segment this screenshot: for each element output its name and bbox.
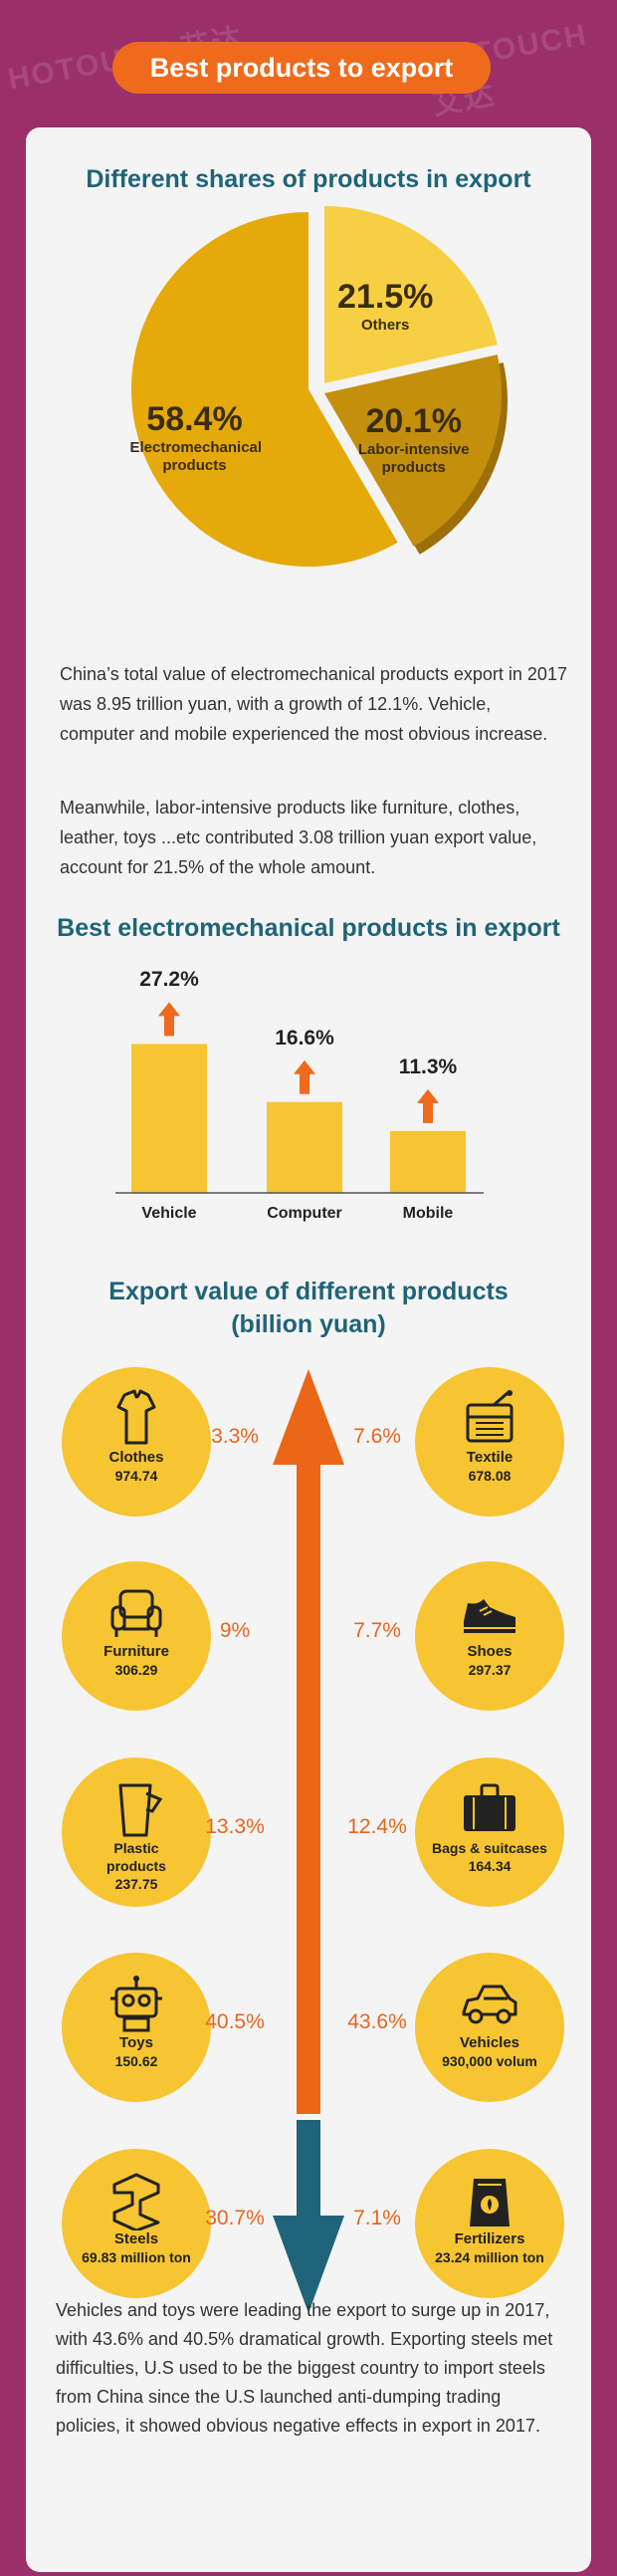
product-circle-fertilizers: Fertilizers 23.24 million ton [415, 2149, 564, 2298]
pie-label-labor-intensive: 20.1% Labor-intensive products [354, 402, 474, 477]
growth-rate-steels: 30.7% [205, 2207, 265, 2229]
product-name: Furniture [103, 1643, 169, 1660]
product-circle-clothes: Clothes 974.74 [62, 1367, 211, 1517]
bar-value-label-mobile: 11.3% [398, 1054, 458, 1078]
product-value: 237.75 [114, 1876, 158, 1892]
bar-category-label-vehicle: Vehicle [141, 1205, 197, 1222]
growth-rate-fertilizers: 7.1% [353, 2207, 401, 2229]
product-label-textile: Textile 678.08 [415, 1449, 564, 1485]
product-name: Steels [113, 2230, 159, 2247]
page-title: Best products to export [112, 42, 491, 94]
growth-rate-toys: 40.5% [205, 2010, 265, 2033]
paragraph-labor-intensive: Meanwhile, labor-intensive products like… [60, 798, 537, 877]
product-value: 306.29 [114, 1662, 158, 1678]
steel-beam-icon [112, 2173, 160, 2230]
export-value-title: Export value of different products [108, 1278, 509, 1305]
product-label-clothes: Clothes 974.74 [62, 1449, 211, 1485]
product-name: Plastic products [106, 1840, 166, 1874]
bar-category-label-computer: Computer [267, 1205, 342, 1222]
bar-vehicle [131, 1044, 207, 1193]
product-label-steels: Steels 69.83 million ton [62, 2230, 211, 2266]
content-panel: Different shares of products in export 5… [26, 127, 591, 2572]
car-icon [462, 1985, 517, 2024]
pie-chart [131, 206, 509, 567]
growth-rate-bags-suitcases: 12.4% [347, 1815, 407, 1838]
sewing-machine-icon [466, 1390, 514, 1443]
product-circle-toys: Toys 150.62 [62, 1953, 211, 2102]
sneaker-icon [464, 1599, 515, 1633]
growth-rate-vehicles: 43.6% [347, 2010, 407, 2033]
product-label-fertilizers: Fertilizers 23.24 million ton [415, 2230, 564, 2266]
bar-arrow-vehicle [158, 1002, 180, 1037]
product-name: Toys [119, 2034, 153, 2051]
product-label-toys: Toys 150.62 [62, 2034, 211, 2070]
pie-value-others: 21.5% [337, 277, 434, 316]
product-label-shoes: Shoes 297.37 [415, 1643, 564, 1679]
pie-chart-title: Different shares of products in export [86, 165, 531, 193]
armchair-icon [110, 1589, 162, 1637]
fertilizer-bag-icon [470, 2179, 510, 2226]
robot-icon [110, 1976, 162, 2032]
pie-slice-labor-intensive [324, 354, 502, 547]
product-label-bags-suitcases: Bags & suitcases 164.34 [415, 1839, 564, 1875]
product-name: Shoes [467, 1643, 513, 1660]
product-circle-steels: Steels 69.83 million ton [62, 2149, 211, 2298]
pie-category-labor-intensive: Labor-intensive products [357, 441, 470, 477]
bar-chart-title: Best electromechanical products in expor… [57, 914, 560, 942]
product-circle-furniture: Furniture 306.29 [62, 1561, 211, 1711]
product-value: 930,000 volum [442, 2053, 537, 2069]
pie-label-others: 21.5% Others [306, 278, 465, 335]
pie-value-electromechanical: 58.4% [146, 399, 243, 438]
product-value: 297.37 [468, 1662, 512, 1678]
product-label-plastic-products: Plastic products 237.75 [62, 1839, 211, 1893]
plastic-cup-icon [118, 1783, 163, 1837]
pie-label-electromechanical: 58.4% Electromechanical products [129, 399, 263, 475]
product-label-furniture: Furniture 306.29 [62, 1643, 211, 1679]
bar-mobile [390, 1130, 466, 1193]
bar-arrow-mobile [417, 1088, 439, 1123]
tshirt-icon [116, 1389, 156, 1445]
growth-rate-plastic-products: 13.3% [205, 1815, 265, 1838]
bar-value-label-computer: 16.6% [275, 1026, 334, 1050]
pie-category-others: Others [361, 316, 410, 334]
growth-rate-textile: 7.6% [353, 1425, 401, 1448]
product-label-vehicles: Vehicles 930,000 volum [415, 2034, 564, 2070]
decrease-arrow [273, 2120, 344, 2313]
product-circle-plastic-products: Plastic products 237.75 [62, 1757, 211, 1907]
paragraph-conclusion: Vehicles and toys were leading the expor… [56, 2300, 553, 2436]
product-circle-bags-suitcases: Bags & suitcases 164.34 [415, 1757, 564, 1907]
product-name: Clothes [108, 1449, 164, 1466]
product-value: 678.08 [468, 1468, 512, 1484]
product-value: 69.83 million ton [82, 2249, 191, 2265]
product-circle-vehicles: Vehicles 930,000 volum [415, 1953, 564, 2102]
product-circle-shoes: Shoes 297.37 [415, 1561, 564, 1711]
pie-category-electromechanical: Electromechanical products [129, 438, 263, 474]
bar-arrow-computer [294, 1059, 315, 1094]
product-name: Textile [466, 1449, 514, 1466]
bar-chart [115, 1002, 484, 1194]
increase-arrow [273, 1369, 344, 2114]
product-circle-textile: Textile 678.08 [415, 1367, 564, 1517]
bar-category-label-mobile: Mobile [402, 1205, 454, 1222]
product-value: 974.74 [114, 1468, 158, 1484]
growth-rate-clothes: 3.3% [211, 1425, 259, 1448]
product-name: Vehicles [459, 2034, 520, 2051]
product-value: 164.34 [468, 1858, 512, 1874]
product-value: 150.62 [114, 2053, 158, 2069]
pie-value-labor-intensive: 20.1% [365, 402, 462, 441]
pie-slice-others [324, 206, 498, 383]
export-value-subtitle: (billion yuan) [231, 1310, 386, 1338]
product-name: Bags & suitcases [432, 1840, 547, 1856]
product-name: Fertilizers [454, 2230, 525, 2247]
growth-rate-furniture: 9% [219, 1619, 251, 1642]
bar-value-label-vehicle: 27.2% [139, 968, 199, 992]
pie-slice-electromechanical [131, 212, 398, 567]
suitcase-icon [464, 1783, 515, 1831]
product-value: 23.24 million ton [435, 2249, 544, 2265]
growth-rate-shoes: 7.7% [353, 1619, 401, 1642]
bar-computer [267, 1101, 342, 1193]
paragraph-electromechanical: China’s total value of electromechanical… [60, 664, 567, 744]
